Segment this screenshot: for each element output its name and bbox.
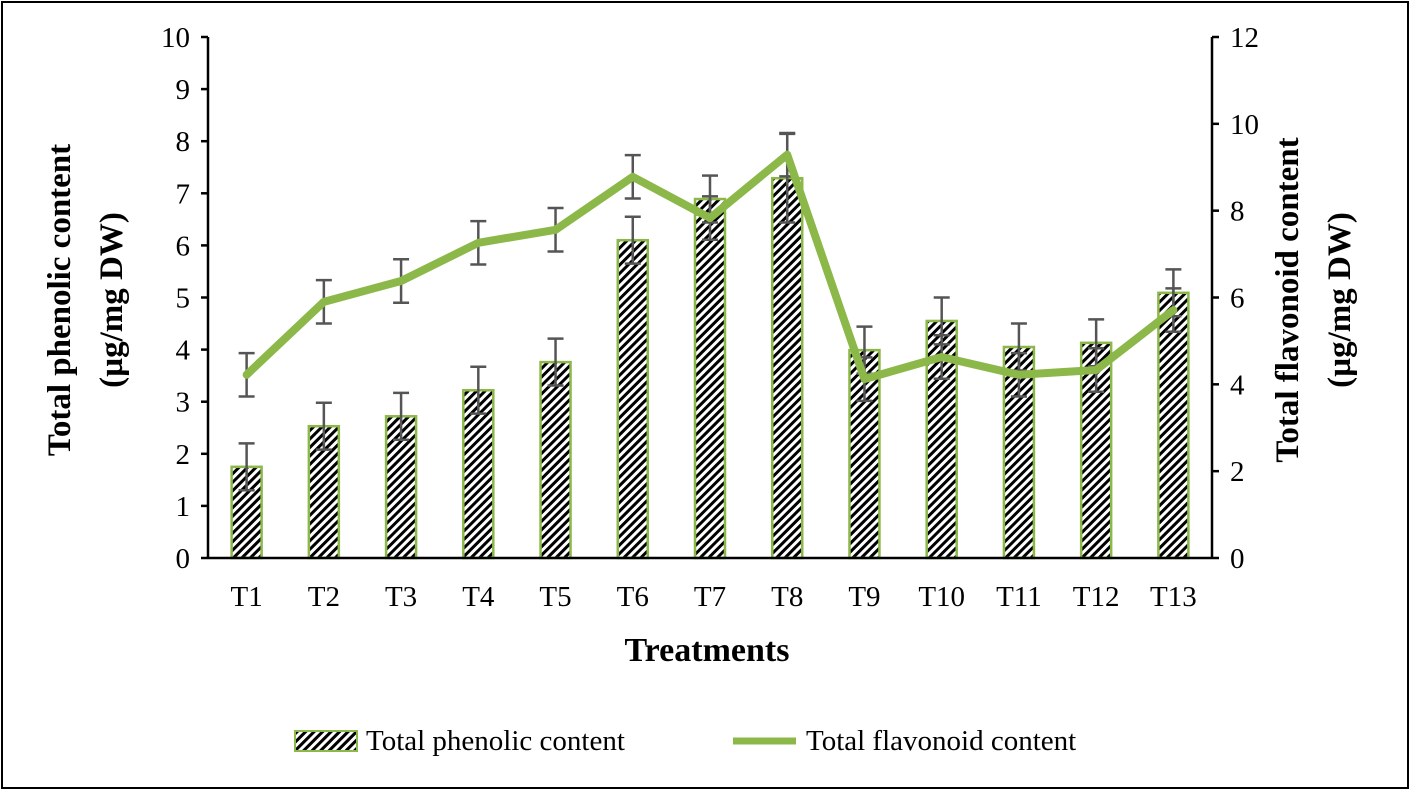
y-tick-label: 0 — [176, 543, 191, 575]
y2-tick-label: 4 — [1230, 369, 1245, 401]
legend-swatch-phenolic — [294, 730, 358, 752]
y-tick-label: 1 — [176, 491, 191, 523]
y-tick-label: 3 — [176, 387, 191, 419]
bar-T8 — [770, 176, 804, 560]
y-tick-label: 4 — [176, 335, 191, 367]
y2-tick-label: 10 — [1230, 109, 1259, 141]
x-axis-title: Treatments — [625, 632, 790, 669]
x-tick-label: T9 — [848, 581, 880, 613]
x-tick-label: T11 — [996, 581, 1042, 613]
x-tick-label: T3 — [385, 581, 417, 613]
y-tick-label: 7 — [176, 178, 191, 210]
bar-T13 — [1157, 291, 1190, 560]
y2-axis-title-line1: Total flavonoid content — [1270, 137, 1306, 462]
y-tick-label: 2 — [176, 439, 191, 471]
x-tick-label: T4 — [462, 581, 495, 613]
x-tick-label: T13 — [1150, 581, 1197, 613]
x-tick-label: T7 — [694, 581, 726, 613]
bar-T5 — [539, 360, 572, 560]
legend-label-phenolic: Total phenolic content — [366, 725, 625, 757]
x-tick-label: T8 — [771, 581, 803, 613]
y-tick-label: 10 — [161, 22, 190, 54]
legend: Total phenolic content Total flavonoid c… — [294, 725, 1076, 757]
x-tick-label: T6 — [617, 581, 649, 613]
y-tick-label: 8 — [176, 126, 191, 158]
y2-tick-label: 12 — [1230, 22, 1259, 54]
y2-tick-label: 8 — [1230, 196, 1245, 228]
x-tick-label: T2 — [308, 581, 340, 613]
bar-T4 — [462, 388, 495, 560]
x-tick-label: T1 — [231, 581, 263, 613]
x-tick-label: T10 — [918, 581, 965, 613]
legend-label-flavonoid: Total flavonoid content — [806, 725, 1076, 757]
y2-tick-label: 2 — [1230, 456, 1245, 488]
x-tick-label: T5 — [539, 581, 571, 613]
x-tick-label: T12 — [1073, 581, 1120, 613]
y2-tick-label: 6 — [1230, 283, 1245, 315]
y-tick-label: 6 — [176, 230, 191, 262]
y2-axis-title-line2: (µg/mg DW) — [1322, 212, 1358, 388]
y-tick-label: 5 — [176, 283, 191, 315]
y-axis-title-line2: (µg/mg DW) — [94, 212, 130, 388]
y-tick-label: 9 — [176, 74, 191, 106]
bar-T7 — [693, 197, 727, 560]
bar-T6 — [616, 238, 650, 560]
y2-tick-label: 0 — [1230, 543, 1245, 575]
y-axis-title-line1: Total phenolic content — [42, 144, 78, 456]
